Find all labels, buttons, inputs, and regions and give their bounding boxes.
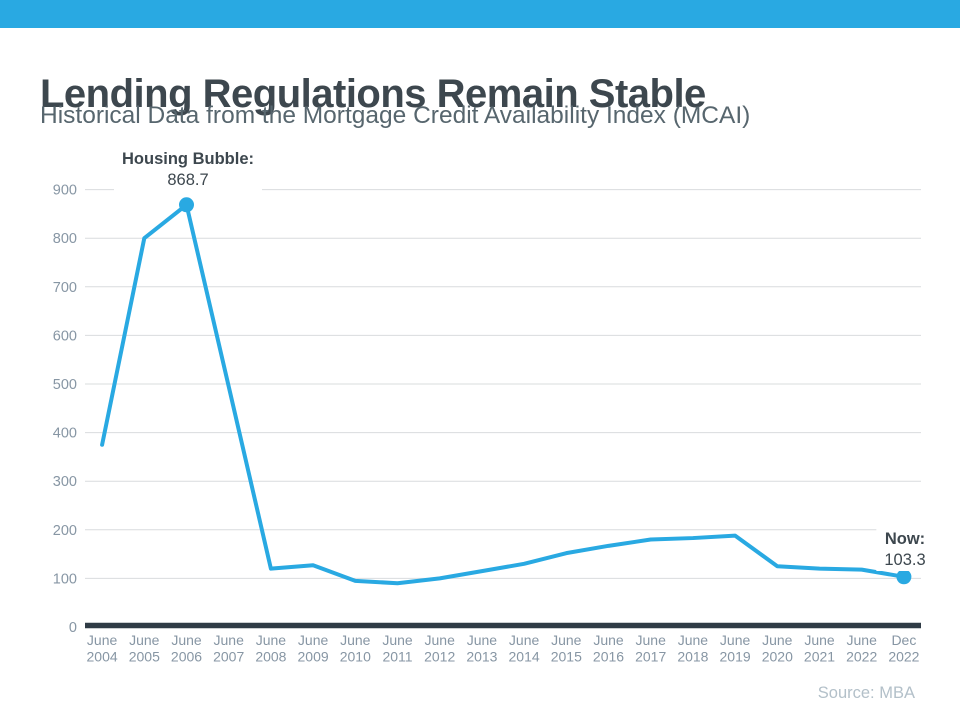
x-axis-label-june-2015: June 2015: [551, 632, 582, 665]
x-axis-label-june-2005: June 2005: [129, 632, 160, 665]
peak-annotation-value: 868.7: [167, 171, 209, 189]
x-axis-label-june-2019: June 2019: [720, 632, 751, 665]
y-axis-label-500: 500: [53, 377, 77, 393]
source-note: Source: MBA: [817, 684, 915, 702]
x-axis-label-june-2011: June 2011: [382, 632, 413, 665]
y-axis-label-700: 700: [53, 280, 77, 296]
x-axis-label-june-2012: June 2012: [424, 632, 455, 665]
x-axis-label-june-2007: June 2007: [213, 632, 244, 665]
x-axis-label-june-2021: June 2021: [804, 632, 835, 665]
now-annotation-value: 103.3: [884, 551, 926, 569]
y-axis-label-400: 400: [53, 426, 77, 442]
y-axis-label-600: 600: [53, 328, 77, 344]
now-marker-dot: [896, 569, 912, 585]
x-axis-label-june-2014: June 2014: [509, 632, 540, 665]
x-axis-label-dec-2022: Dec 2022: [888, 632, 919, 665]
y-axis-label-100: 100: [53, 571, 77, 587]
x-axis-label-june-2017: June 2017: [635, 632, 666, 665]
page-title: Lending Regulations Remain Stable: [40, 71, 706, 116]
x-axis-label-june-2009: June 2009: [298, 632, 329, 665]
x-axis-label-june-2018: June 2018: [677, 632, 708, 665]
x-axis-label-june-2004: June 2004: [87, 632, 118, 665]
mcai-line: [100, 202, 906, 586]
x-axis-label-june-2016: June 2016: [593, 632, 624, 665]
y-axis-label-0: 0: [69, 620, 77, 636]
x-axis-label-june-2022: June 2022: [846, 632, 877, 665]
x-axis-label-june-2013: June 2013: [466, 632, 497, 665]
x-axis-label-june-2010: June 2010: [340, 632, 371, 665]
now-annotation: Now: 103.3: [876, 529, 934, 571]
x-axis-label-june-2008: June 2008: [255, 632, 286, 665]
x-axis-label-june-2020: June 2020: [762, 632, 793, 665]
top-accent-bar: [0, 0, 960, 28]
peak-marker-dot: [179, 197, 194, 213]
page-subtitle: Historical Data from the Mortgage Credit…: [40, 102, 751, 129]
peak-annotation: Housing Bubble: 868.7: [114, 149, 262, 191]
y-axis-label-900: 900: [53, 183, 77, 199]
y-axis-label-200: 200: [53, 523, 77, 539]
x-axis-label-june-2006: June 2006: [171, 632, 202, 665]
now-annotation-label: Now:: [884, 530, 926, 548]
y-axis-label-300: 300: [53, 474, 77, 490]
y-axis-label-800: 800: [53, 231, 77, 247]
peak-annotation-label: Housing Bubble:: [122, 150, 254, 168]
